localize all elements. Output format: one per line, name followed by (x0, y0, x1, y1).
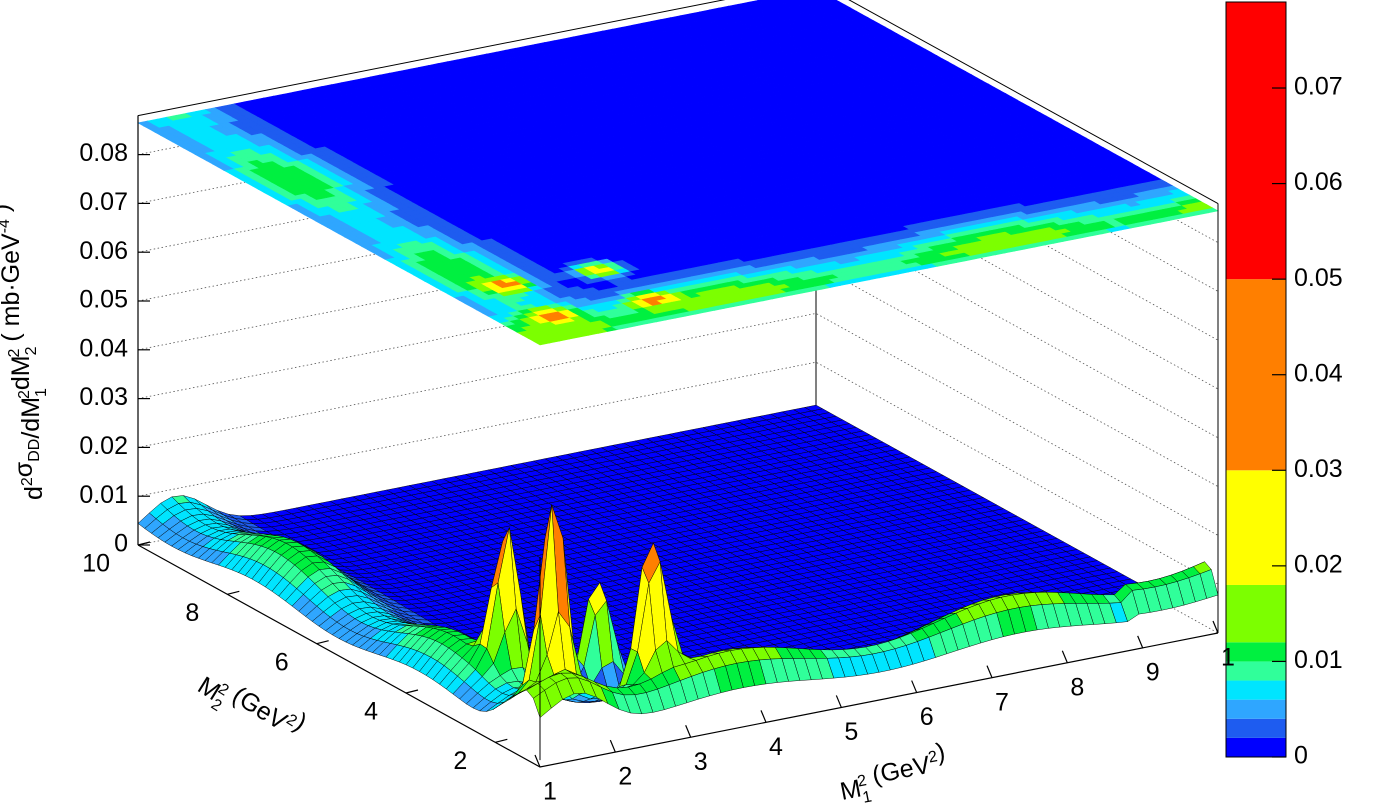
contour-projection (137, 0, 1219, 346)
z-gridline (137, 215, 1219, 439)
z-gridline (137, 264, 1219, 487)
z-gridline (137, 361, 1219, 585)
z-gridline (137, 117, 1219, 341)
z-gridline (137, 312, 1219, 536)
z-gridline (137, 166, 1219, 390)
